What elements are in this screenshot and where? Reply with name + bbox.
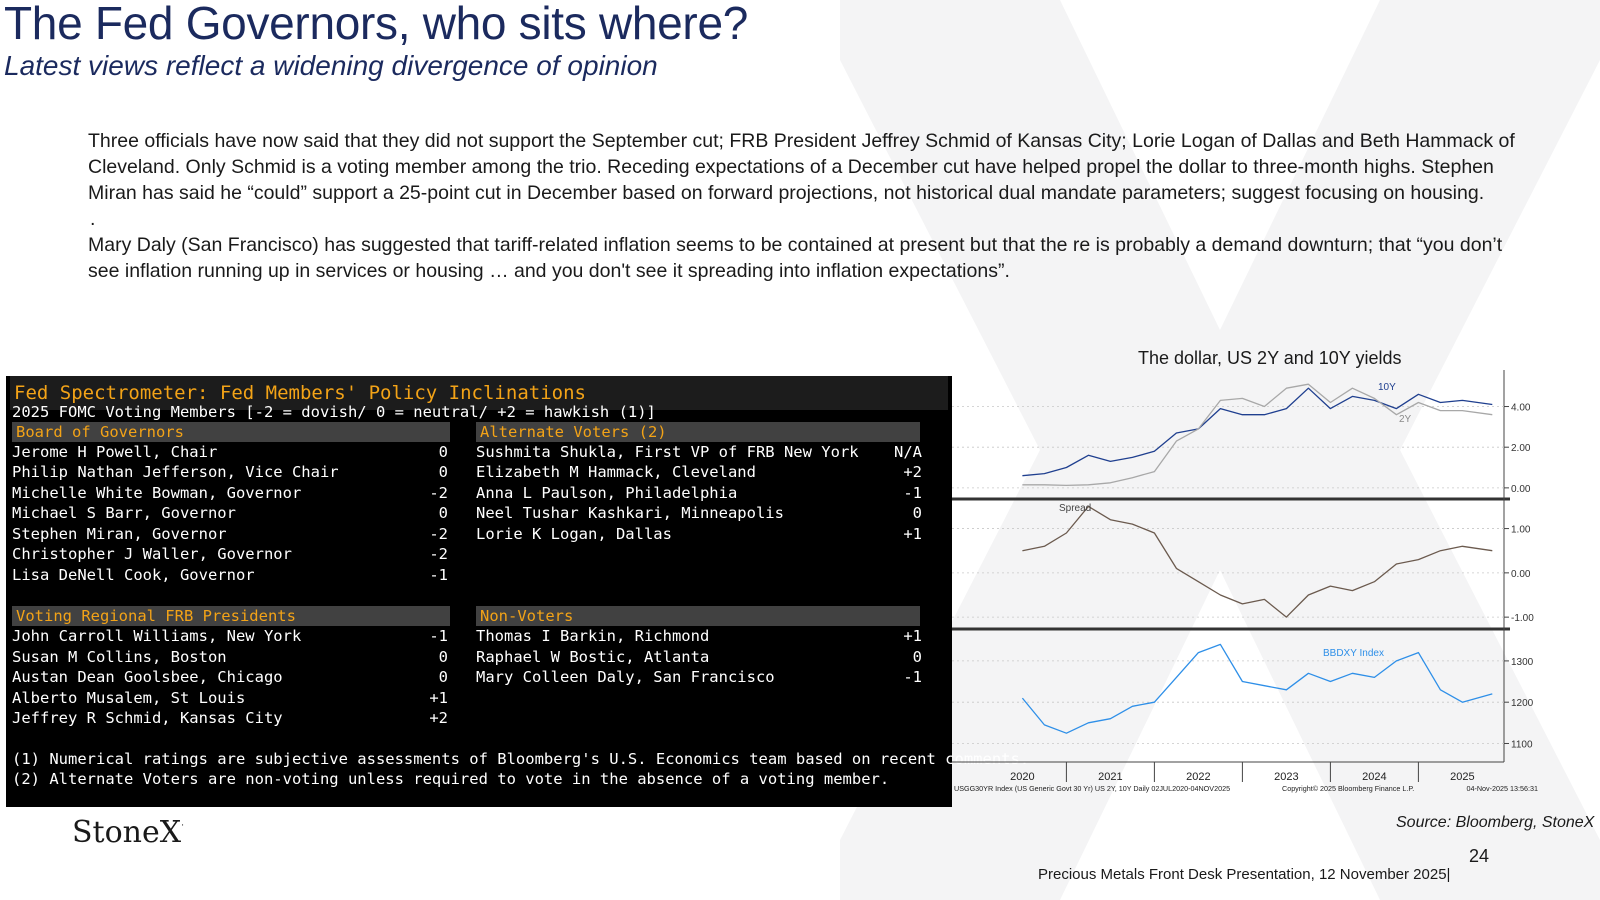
y-tick-label: 1200 [1511, 698, 1534, 709]
chart-footer-left: USGG30YR Index (US Generic Govt 30 Yr) U… [954, 784, 1230, 793]
commentary-text: Three officials have now said that they … [88, 128, 1518, 284]
chart-footer-copyright: Copyright© 2025 Bloomberg Finance L.P. [1282, 784, 1414, 793]
table-row: Lorie K Logan, Dallas [476, 525, 672, 543]
table-row: Jeffrey R Schmid, Kansas City [12, 709, 283, 727]
x-tick-label: 2025 [1450, 771, 1474, 783]
rating-value: -1 [903, 484, 922, 502]
y-tick-label: 1300 [1511, 657, 1534, 668]
table-row: Neel Tushar Kashkari, Minneapolis [476, 504, 784, 522]
table-row: Michelle White Bowman, Governor [12, 484, 302, 502]
y-tick-label: 4.00 [1511, 403, 1531, 414]
rating-value: N/A [894, 443, 922, 461]
y-tick-label: 0.00 [1511, 569, 1531, 580]
series-line-yields [1022, 387, 1493, 477]
rating-value: 0 [438, 648, 448, 666]
table-row: Raphael W Bostic, Atlanta [476, 648, 710, 666]
section-alternate-voters: Alternate Voters (2) [476, 422, 920, 442]
table-row: Alberto Musalem, St Louis [12, 689, 246, 707]
y-tick-label: 0.00 [1511, 484, 1531, 495]
commentary-paragraph-1: Three officials have now said that they … [88, 130, 1515, 204]
y-tick-label: 1.00 [1511, 525, 1531, 536]
table-row: Stephen Miran, Governor [12, 525, 227, 543]
page-title: The Fed Governors, who sits where? [4, 0, 749, 49]
table-row: Austan Dean Goolsbee, Chicago [12, 668, 283, 686]
logo-text: StoneX [72, 815, 182, 850]
chart-footer-timestamp: 04-Nov-2025 13:56:31 [1466, 784, 1538, 793]
presentation-footer: Precious Metals Front Desk Presentation,… [1038, 866, 1451, 883]
table-row: John Carroll Williams, New York [12, 627, 302, 645]
rating-value: +2 [429, 709, 448, 727]
stonex-logo: StoneX· [72, 815, 184, 850]
commentary-separator: . [90, 208, 96, 230]
spectrometer-subheader: 2025 FOMC Voting Members [-2 = dovish/ 0… [12, 403, 656, 421]
rating-value: +2 [903, 463, 922, 481]
spectrometer-title: Fed Spectrometer: Fed Members' Policy In… [10, 376, 948, 410]
rating-value: +1 [903, 525, 922, 543]
table-row: Jerome H Powell, Chair [12, 443, 218, 461]
section-voting-regional: Voting Regional FRB Presidents [12, 606, 450, 626]
x-tick-label: 2023 [1274, 771, 1298, 783]
table-row: Mary Colleen Daly, San Francisco [476, 668, 775, 686]
rating-value: -2 [429, 545, 448, 563]
rating-value: +1 [429, 689, 448, 707]
page-subtitle: Latest views reflect a widening divergen… [4, 50, 658, 81]
rating-value: 0 [912, 648, 922, 666]
rating-value: 0 [438, 504, 448, 522]
commentary-paragraph-2: Mary Daly (San Francisco) has suggested … [88, 234, 1503, 282]
rating-value: -1 [429, 566, 448, 584]
footnote-2: (2) Alternate Voters are non-voting unle… [12, 770, 890, 788]
source-note: Source: Bloomberg, StoneX [1396, 814, 1595, 831]
rating-value: -1 [429, 627, 448, 645]
rating-value: 0 [912, 504, 922, 522]
rating-value: +1 [903, 627, 922, 645]
table-row: Christopher J Waller, Governor [12, 545, 292, 563]
table-row: Sushmita Shukla, First VP of FRB New Yor… [476, 443, 859, 461]
rating-value: 0 [438, 443, 448, 461]
table-row: Anna L Paulson, Philadelphia [476, 484, 738, 502]
table-row: Thomas I Barkin, Richmond [476, 627, 710, 645]
rating-value: 0 [438, 463, 448, 481]
y-tick-label: 1100 [1511, 739, 1533, 750]
rating-value: 0 [438, 668, 448, 686]
page-number: 24 [1469, 846, 1490, 866]
fed-spectrometer-table: Fed Spectrometer: Fed Members' Policy In… [6, 376, 1029, 807]
y-tick-label: -1.00 [1511, 613, 1534, 624]
series-line-dollar [1021, 643, 1493, 734]
footnote-1: (1) Numerical ratings are subjective ass… [12, 750, 1030, 768]
series-line-yields [1022, 383, 1493, 487]
table-row: Michael S Barr, Governor [12, 504, 236, 522]
label-spread: Spread [1059, 503, 1091, 514]
table-row: Susan M Collins, Boston [12, 648, 227, 666]
x-tick-label: 2020 [1010, 771, 1034, 783]
y-tick-label: 2.00 [1511, 443, 1531, 454]
table-row: Elizabeth M Hammack, Cleveland [476, 463, 756, 481]
x-tick-label: 2021 [1098, 771, 1122, 783]
section-board-of-governors: Board of Governors [12, 422, 450, 442]
rating-value: -1 [903, 668, 922, 686]
yields-dollar-chart: 4.00 2.00 0.00 1.00 0.00 -1.00 1300 1200 1100 10Y… [952, 370, 1538, 793]
section-non-voters: Non-Voters [476, 606, 920, 626]
logo-mark: · [181, 821, 184, 831]
x-tick-label: 2024 [1362, 771, 1386, 783]
chart-title: The dollar, US 2Y and 10Y yields [1138, 348, 1402, 368]
rating-value: -2 [429, 484, 448, 502]
table-row: Philip Nathan Jefferson, Vice Chair [12, 463, 339, 481]
table-row: Lisa DeNell Cook, Governor [12, 566, 255, 584]
label-bbdxy: BBDXY Index [1323, 648, 1384, 659]
series-line-spread [1022, 505, 1493, 618]
watermark-x-logo [840, 0, 1600, 900]
label-10y: 10Y [1378, 382, 1396, 393]
rating-value: -2 [429, 525, 448, 543]
x-tick-label: 2022 [1186, 771, 1210, 783]
label-2y: 2Y [1399, 414, 1412, 425]
